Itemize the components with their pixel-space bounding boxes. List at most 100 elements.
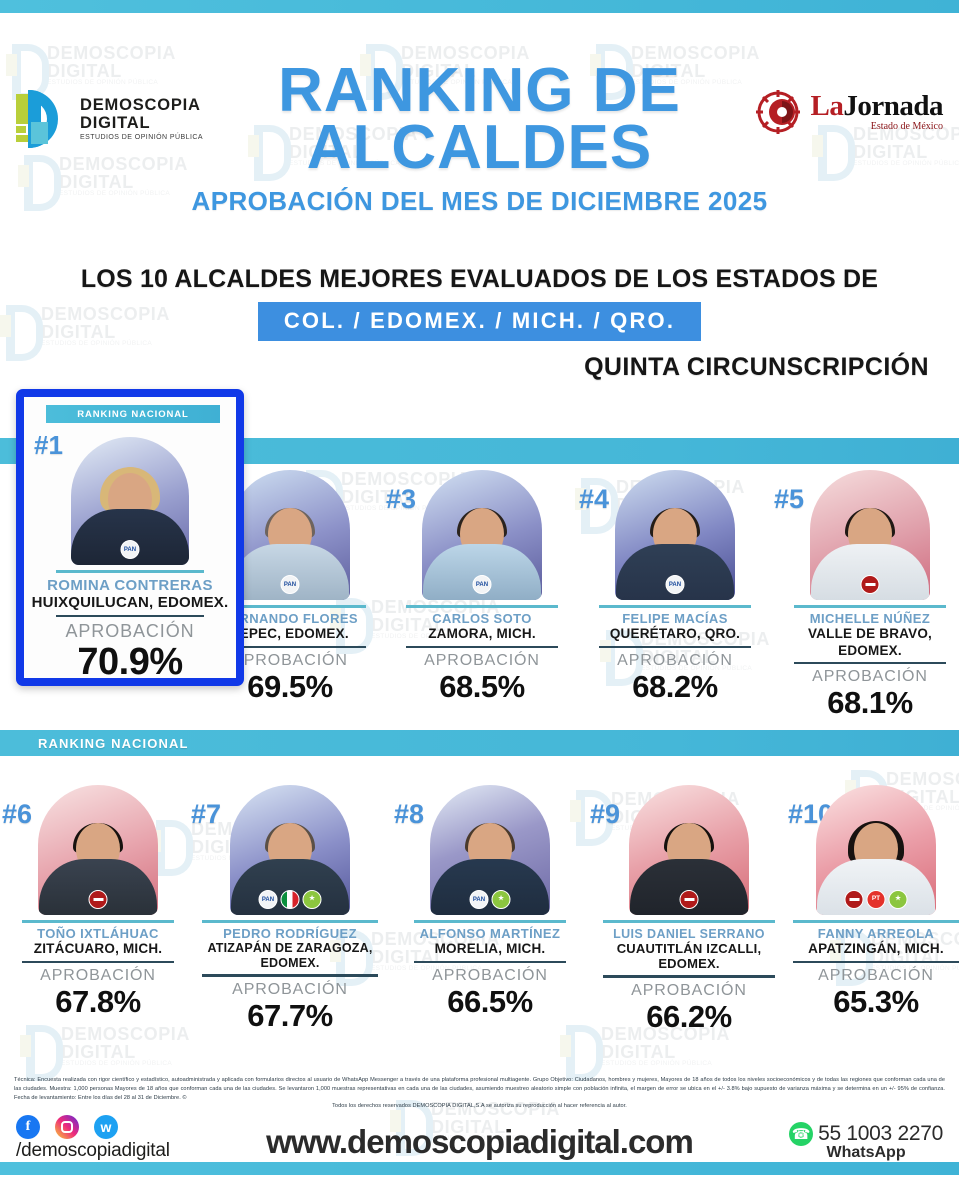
watermark-line1: DEMOSCOPIA — [61, 1024, 191, 1044]
rank-number: #5 — [774, 484, 805, 514]
whatsapp-contact[interactable]: ☎ 55 1003 2270 WhatsApp — [789, 1122, 943, 1162]
divider-top — [406, 605, 558, 608]
divider-top — [599, 605, 751, 608]
approval-label: APROBACIÓN — [232, 652, 348, 670]
social-handle: /demoscopiadigital — [16, 1140, 170, 1161]
states-intro: LOS 10 ALCALDES MEJORES EVALUADOS DE LOS… — [80, 265, 879, 293]
card-ranking-banner: RANKING NACIONAL — [46, 405, 220, 423]
page-title-line2: ALCALDES — [306, 113, 653, 183]
states-pill: COL. / EDOMEX. / MICH. / QRO. — [257, 302, 702, 341]
candidate-name: LUIS DANIEL SERRANO — [613, 926, 765, 941]
approval-label: APROBACIÓN — [424, 652, 540, 670]
instagram-icon[interactable] — [55, 1115, 79, 1139]
divider-top — [22, 920, 174, 923]
title-block: RANKING DE ALCALDES APROBACIÓN DEL MES D… — [0, 56, 959, 217]
party-badge-morena — [860, 575, 880, 594]
party-badge-pvem: ★ — [491, 890, 511, 909]
party-badge-pan: PAN — [472, 575, 492, 594]
party-badges: PT ★ — [844, 890, 908, 909]
ranking-card-6[interactable]: #6 TOÑO IXTLÁHUAC ZITÁCUARO, MICH. APROB… — [2, 785, 188, 1019]
whatsapp-label: WhatsApp — [826, 1144, 906, 1161]
party-badge-pt: PT — [866, 890, 886, 909]
party-badge-pan: PAN — [280, 575, 300, 594]
watermark-line2: DIGITAL — [61, 1042, 136, 1062]
approval-percent: 66.5% — [447, 984, 533, 1020]
candidate-photo: PAN — [71, 437, 189, 565]
logo-line1: DEMOSCOPIA — [80, 96, 201, 115]
approval-percent: 65.3% — [833, 984, 919, 1020]
ranking-banner-row2: RANKING NACIONAL — [0, 730, 959, 756]
party-badge-morena — [679, 890, 699, 909]
watermark-line2: DIGITAL — [601, 1042, 676, 1062]
candidate-name: PEDRO RODRÍGUEZ — [223, 925, 357, 941]
ranking-card-8[interactable]: #8 PAN ★ ALFONSO MARTÍNEZ MORELIA, MICH.… — [394, 785, 580, 1020]
party-badges: PAN — [280, 575, 300, 594]
party-badge-morena — [88, 890, 108, 909]
methodology-note: Técnica: Encuesta realizada con rigor ci… — [14, 1077, 945, 1101]
divider-bottom — [599, 645, 751, 649]
candidate-photo: PAN — [615, 470, 735, 600]
ranking-card-4[interactable]: #4 PAN FELIPE MACÍAS QUERÉTARO, QRO. APR… — [579, 470, 765, 704]
candidate-city: APATZINGÁN, MICH. — [808, 941, 944, 957]
candidate-name: TOÑO IXTLÁHUAC — [37, 925, 159, 941]
whatsapp-number: 55 1003 2270 — [818, 1122, 943, 1145]
candidate-city: ZAMORA, MICH. — [428, 626, 536, 642]
party-badges — [88, 890, 108, 909]
page-title-line1: RANKING DE — [278, 56, 681, 125]
rank-number: #4 — [579, 484, 610, 514]
candidate-photo: PT ★ — [816, 785, 936, 915]
candidate-city: ZITÁCUARO, MICH. — [33, 941, 163, 957]
candidate-photo — [629, 785, 749, 915]
candidate-photo: PAN — [422, 470, 542, 600]
watermark-line3: ESTUDIOS DE OPINIÓN PÚBLICA — [601, 1060, 713, 1067]
candidate-name: ROMINA CONTRERAS — [47, 576, 213, 594]
approval-label: APROBACIÓN — [812, 668, 928, 686]
ranking-card-3[interactable]: #3 PAN CARLOS SOTO ZAMORA, MICH. APROBAC… — [386, 470, 572, 705]
candidate-name: CARLOS SOTO — [432, 610, 532, 626]
social-links[interactable]: f w /demoscopiadigital — [16, 1115, 170, 1162]
approval-label: APROBACIÓN — [617, 652, 733, 670]
bottom-accent-bar — [0, 1162, 959, 1175]
page-subtitle: APROBACIÓN DEL MES DE DICIEMBRE 2025 — [191, 186, 768, 217]
candidate-photo — [38, 785, 158, 915]
facebook-icon[interactable]: f — [16, 1115, 40, 1139]
party-badge-pan: PAN — [120, 540, 140, 559]
demoscopia-logo: DEMOSCOPIA DIGITAL ESTUDIOS DE OPINIÓN P… — [14, 88, 203, 150]
party-badges: PAN ★ — [258, 890, 322, 909]
subheader: LOS 10 ALCALDES MEJORES EVALUADOS DE LOS… — [0, 255, 959, 382]
website-url[interactable]: www.demoscopiadigital.com — [266, 1123, 694, 1160]
gear-icon — [755, 88, 804, 136]
footer: Técnica: Encuesta realizada con rigor ci… — [0, 1076, 959, 1162]
divider-top — [603, 920, 775, 923]
bottom-white-strip — [0, 1175, 959, 1200]
ranking-card-9[interactable]: #9 LUIS DANIEL SERRANO CUAUTITLÁN IZCALL… — [590, 785, 782, 1033]
ranking-card-1-highlighted[interactable]: RANKING NACIONAL #1 PAN ROMINA CONTRERAS… — [16, 389, 244, 686]
party-badge-pri — [280, 890, 300, 909]
party-badges — [679, 890, 699, 909]
approval-percent: 69.5% — [247, 669, 333, 705]
approval-label: APROBACIÓN — [232, 980, 348, 998]
party-badges: PAN — [472, 575, 492, 594]
approval-percent: 68.5% — [439, 669, 525, 705]
ranking-card-5[interactable]: #5 MICHELLE NÚÑEZ VALLE DE BRAVO, EDOMEX… — [774, 470, 959, 721]
approval-percent: 68.1% — [827, 685, 913, 721]
candidate-name: FELIPE MACÍAS — [622, 610, 728, 626]
divider-bottom — [406, 645, 558, 649]
party-badges: PAN — [665, 575, 685, 594]
candidate-city: HUIXQUILUCAN, EDOMEX. — [31, 593, 229, 611]
party-badge-morena — [844, 890, 864, 909]
party-badge-pvem: ★ — [302, 890, 322, 909]
divider-top — [793, 920, 959, 923]
ranking-card-7[interactable]: #7 PAN ★ PEDRO RODRÍGUEZ ATIZAPÁN DE ZAR… — [191, 785, 383, 1032]
partner-name-prefix: La — [810, 90, 844, 122]
divider-top — [214, 605, 366, 608]
divider-bottom — [414, 960, 566, 964]
twitter-icon[interactable]: w — [94, 1115, 118, 1139]
candidate-city: CUAUTITLÁN IZCALLI, EDOMEX. — [616, 940, 762, 972]
candidate-name: MICHELLE NÚÑEZ — [809, 610, 931, 626]
circumscription-label: QUINTA CIRCUNSCRIPCIÓN — [584, 353, 929, 381]
candidate-name: ALFONSO MARTÍNEZ — [419, 925, 561, 941]
divider-bottom — [56, 614, 204, 618]
divider-bottom — [793, 960, 959, 964]
ranking-card-10[interactable]: #10 PT ★ FANNY ARREOLA APATZINGÁN, MICH.… — [788, 785, 959, 1020]
